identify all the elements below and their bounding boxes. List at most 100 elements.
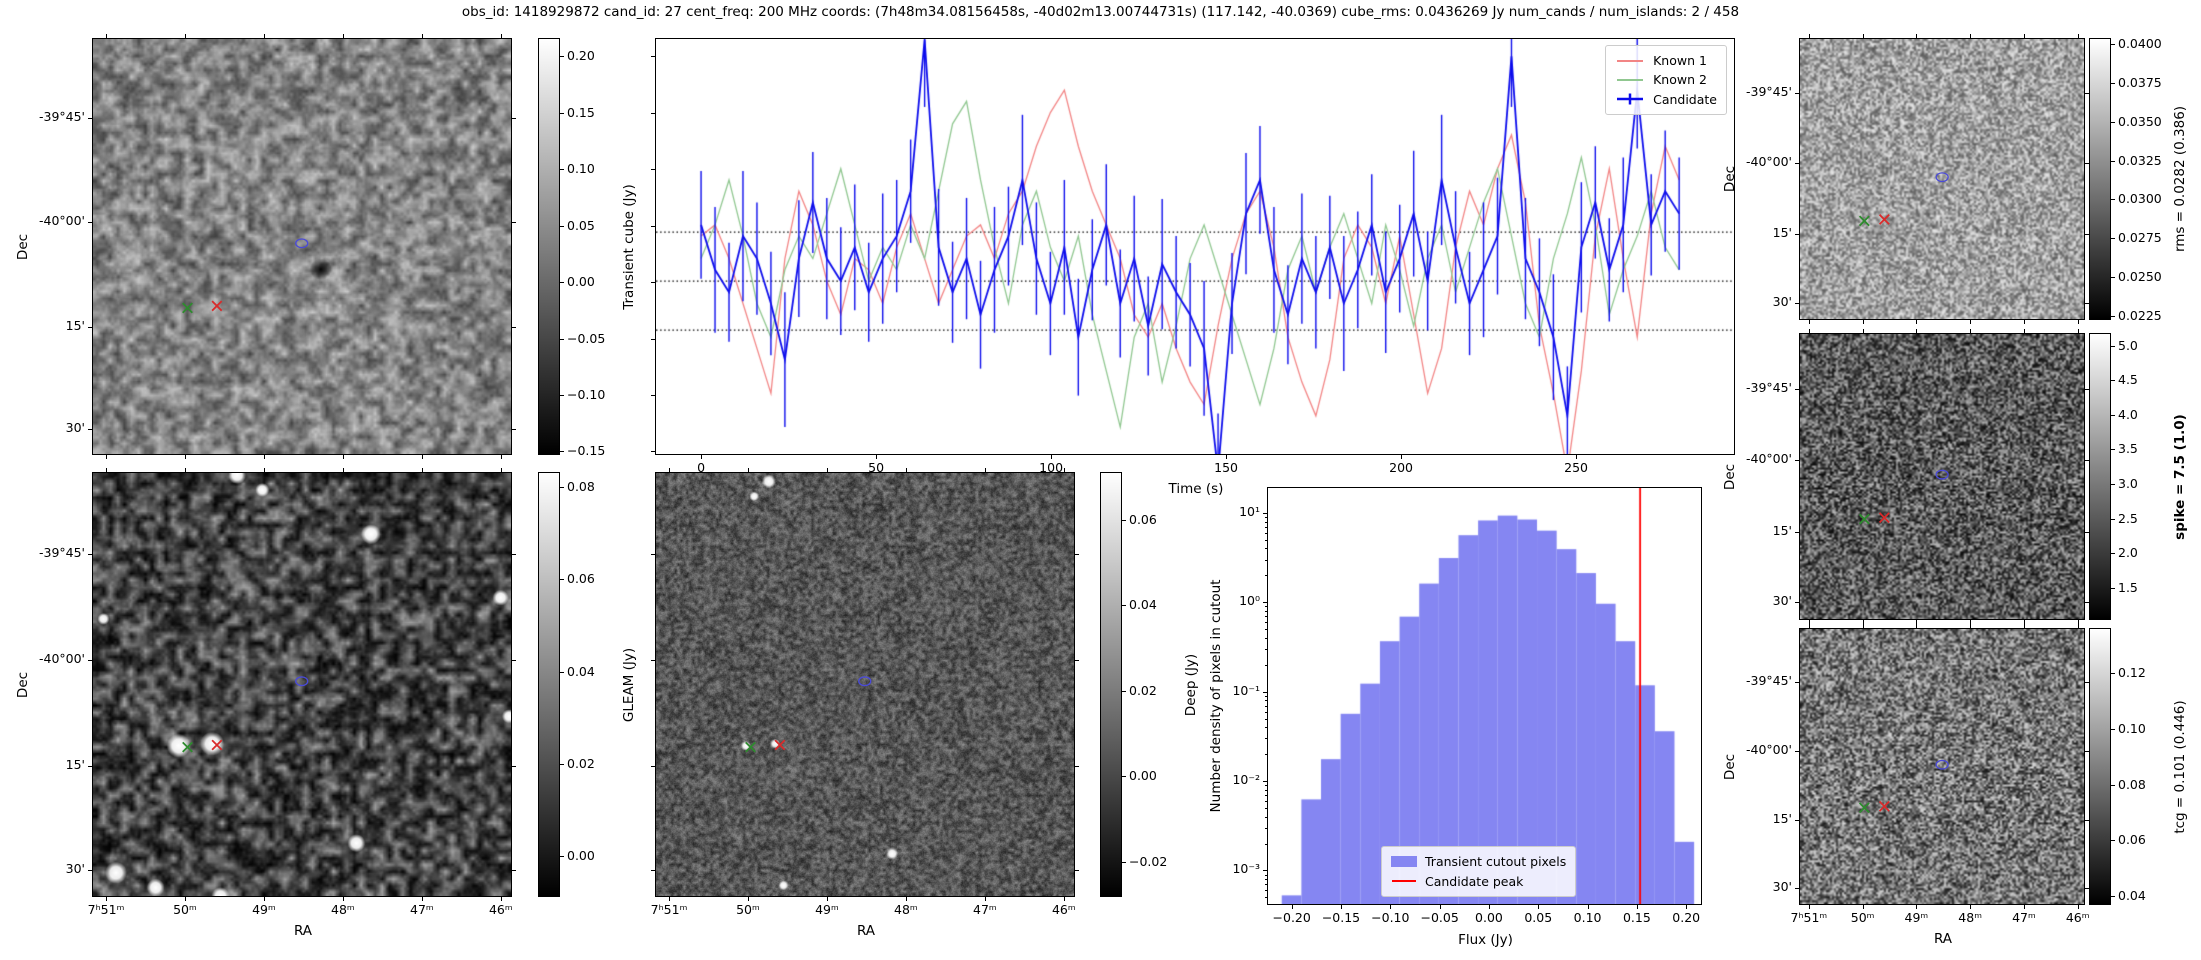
axis-tick — [2077, 620, 2079, 624]
axis-tick — [512, 222, 516, 224]
axis-minor-tick — [1265, 816, 1267, 818]
colorbar-tick-label: 0.20 — [567, 48, 595, 64]
colorbar-tick — [2111, 840, 2115, 842]
ra-tick-label: 47ᵐ — [2012, 910, 2036, 925]
colorbar-tick-label: 0.0375 — [2118, 74, 2162, 90]
figure-title: obs_id: 1418929872 cand_id: 27 cent_freq… — [461, 4, 1740, 20]
axis-tick — [512, 553, 516, 555]
density-tick-label: 10⁻² — [1232, 772, 1260, 788]
axis-tick — [88, 428, 92, 430]
axis-tick — [1862, 34, 1864, 38]
colorbar-tick — [560, 169, 564, 171]
axis-tick — [88, 222, 92, 224]
axis-minor-tick — [1265, 606, 1267, 608]
colorbar-tick-label: 5.0 — [2118, 337, 2138, 353]
axis-tick — [500, 34, 502, 38]
axis-tick — [1795, 532, 1799, 534]
axis-tick — [342, 34, 344, 38]
axis-tick — [1795, 887, 1799, 889]
axis-tick — [651, 870, 655, 872]
ra-tick-label: 48ᵐ — [331, 902, 355, 917]
colorbar-tick — [1122, 776, 1126, 778]
legend-item-known2: Known 2 — [1615, 70, 1717, 89]
axis-tick — [2077, 34, 2079, 38]
dec-tick-label: 15' — [65, 757, 85, 773]
colorbar-tick — [2111, 518, 2115, 520]
axis-tick — [669, 897, 671, 901]
colorbar-tick-label: −0.02 — [1129, 853, 1168, 869]
density-tick-label: 10¹ — [1239, 503, 1260, 519]
ra-tick-label: 47ᵐ — [410, 902, 434, 917]
colorbar-tick-label: −0.15 — [567, 443, 606, 459]
colorbar-tick — [560, 282, 564, 284]
colorbar-tick — [560, 112, 564, 114]
axis-tick — [2077, 320, 2079, 324]
colorbar-tick — [1122, 861, 1126, 863]
axis-tick — [512, 660, 516, 661]
colorbar-tick-label: 0.0275 — [2118, 230, 2162, 246]
axis-tick — [184, 897, 186, 901]
colorbar-tick-label: 0.06 — [1129, 511, 1157, 527]
axis-tick — [512, 428, 516, 430]
panel-tcg-cutout: -39°45' -40°00' 15' 30' 7ʰ51ᵐ 50ᵐ 49ᵐ 48ᵐ 47ᵐ 46ᵐ… — [1722, 624, 2090, 946]
axis-tick — [1916, 624, 1918, 628]
axis-tick — [2085, 820, 2089, 822]
axis-tick — [2077, 624, 2079, 628]
axis-tick — [1226, 455, 1228, 459]
colorbar-tick-label: 0.10 — [567, 161, 595, 177]
axis-tick — [342, 468, 344, 472]
colorbar-tick-label: 0.06 — [567, 571, 595, 587]
flux-axis-label: Flux (Jy) — [1458, 932, 1513, 948]
axis-tick — [651, 451, 655, 453]
flux-tick-label: 0.05 — [1524, 910, 1553, 925]
ra-tick-label: 49ᵐ — [1904, 910, 1929, 925]
colorbar-spike: 5.0 4.5 4.0 3.5 3.0 2.5 2.0 1.5 spike = 7.5 (1.0… — [2089, 333, 2188, 620]
colorbar-tick — [2111, 449, 2115, 451]
axis-tick — [1075, 870, 1079, 872]
axis-tick — [500, 897, 502, 901]
axis-tick — [651, 338, 655, 340]
axis-minor-tick — [1265, 622, 1267, 624]
ra-tick-label: 7ʰ51ᵐ — [87, 902, 125, 917]
candidate-errorbar-icon — [1617, 93, 1644, 105]
axis-tick — [2085, 750, 2089, 752]
axis-minor-tick — [1265, 637, 1267, 639]
colorbar-tick — [2111, 160, 2115, 162]
axis-tick — [88, 870, 92, 872]
axis-tick — [184, 455, 186, 459]
dec-tick-label: -40°00' — [1745, 451, 1792, 467]
axis-tick — [342, 455, 344, 459]
colorbar-tick — [2111, 587, 2115, 589]
axis-tick — [1636, 905, 1638, 909]
axis-tick — [1862, 620, 1864, 624]
ra-tick-label: 49ᵐ — [252, 902, 276, 917]
axis-tick — [826, 897, 828, 901]
axis-tick — [747, 468, 749, 472]
axis-minor-tick — [1265, 575, 1267, 577]
colorbar-tick-label: 0.12 — [2118, 665, 2146, 681]
axis-tick — [1808, 320, 1810, 324]
axis-tick — [1808, 620, 1810, 624]
flux-tick-label: −0.15 — [1321, 910, 1361, 925]
axis-tick — [669, 468, 671, 472]
axis-tick — [1390, 905, 1392, 909]
axis-tick — [106, 455, 108, 459]
colorbar-tick — [560, 579, 564, 581]
colorbar-tick — [2111, 784, 2115, 786]
axis-tick — [1263, 602, 1267, 604]
axis-tick — [1401, 455, 1403, 459]
axis-tick — [88, 766, 92, 768]
flux-tick-label: −0.20 — [1272, 910, 1311, 925]
colorbar-tick-label: 0.00 — [567, 848, 595, 864]
dec-tick-label: 30' — [65, 419, 85, 435]
axis-tick — [2085, 887, 2089, 889]
dec-tick-label: 30' — [1772, 593, 1792, 609]
ra-tick-label: 50ᵐ — [1850, 910, 1875, 925]
axis-tick — [2085, 388, 2089, 390]
panel-gleam-cutout: -39°45' -40°00' 15' 30' 7ʰ51ᵐ 50ᵐ 49ᵐ 48ᵐ 47ᵐ 46ᵐ… — [15, 468, 516, 938]
flux-tick-label: 0.10 — [1573, 910, 1602, 925]
axis-tick — [1576, 455, 1578, 459]
dec-tick-label: -40°00' — [38, 651, 85, 666]
density-axis-label: Number density of pixels in cutout — [1208, 579, 1224, 813]
